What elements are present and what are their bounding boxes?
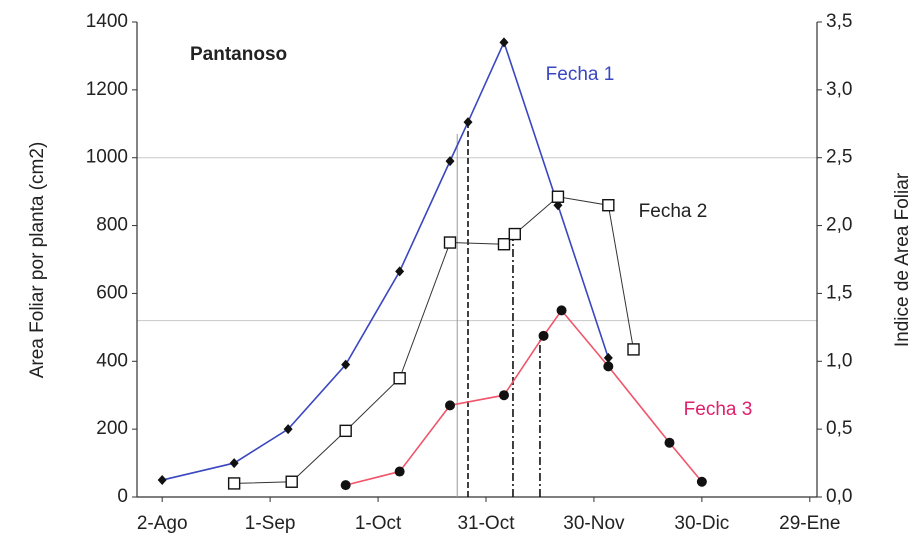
y-tick-label: 400 bbox=[96, 350, 128, 371]
point bbox=[556, 305, 567, 316]
point bbox=[445, 156, 455, 167]
legend-label: Fecha 2 bbox=[639, 201, 708, 222]
y-tick-label: 0 bbox=[117, 486, 128, 507]
y2-tick-label: 0,0 bbox=[826, 486, 852, 507]
y2-axis-label: Indice de Area Foliar bbox=[892, 172, 913, 347]
y2-tick-label: 2,0 bbox=[826, 215, 852, 236]
point bbox=[395, 266, 405, 277]
y2-tick-label: 0,5 bbox=[826, 418, 852, 439]
point bbox=[283, 424, 293, 435]
y2-tick-label: 3,5 bbox=[826, 11, 852, 32]
point bbox=[627, 343, 640, 356]
series-line bbox=[234, 196, 635, 484]
y2-tick-label: 1,5 bbox=[826, 282, 852, 303]
x-tick-label: 1-Sep bbox=[245, 513, 296, 534]
legend-label: Fecha 3 bbox=[684, 399, 753, 420]
point bbox=[339, 424, 352, 438]
point bbox=[498, 390, 509, 401]
point bbox=[443, 236, 457, 249]
point bbox=[538, 330, 549, 341]
x-tick-label: 1-Oct bbox=[355, 513, 402, 534]
point bbox=[603, 352, 613, 363]
x-tick-label: 30-Nov bbox=[563, 513, 625, 534]
y-tick-label: 800 bbox=[96, 215, 128, 236]
y-tick-label: 200 bbox=[96, 418, 128, 439]
x-tick-label: 31-Oct bbox=[457, 513, 515, 534]
series-line bbox=[162, 40, 610, 481]
point bbox=[393, 372, 406, 385]
point bbox=[157, 475, 167, 486]
y-tick-label: 1400 bbox=[86, 11, 128, 32]
point bbox=[394, 466, 405, 477]
point bbox=[445, 400, 456, 411]
y2-tick-label: 3,0 bbox=[826, 79, 852, 100]
y-axis-label: Area Foliar por planta (cm2) bbox=[27, 142, 48, 379]
point bbox=[602, 199, 615, 212]
point bbox=[229, 458, 239, 469]
point bbox=[499, 37, 509, 48]
point bbox=[497, 238, 511, 251]
point bbox=[227, 477, 241, 490]
annotation: Pantanoso bbox=[190, 44, 287, 65]
y2-tick-label: 1,0 bbox=[826, 350, 852, 371]
point bbox=[696, 476, 707, 487]
y-tick-label: 1000 bbox=[86, 147, 128, 168]
x-tick-label: 29-Ene bbox=[779, 513, 840, 534]
point bbox=[285, 475, 298, 488]
y-tick-label: 600 bbox=[96, 282, 128, 303]
point bbox=[551, 190, 565, 203]
y-tick-label: 1200 bbox=[86, 79, 128, 100]
point bbox=[463, 117, 473, 128]
point bbox=[508, 227, 521, 241]
legend-label: Fecha 1 bbox=[546, 64, 615, 85]
y2-tick-label: 2,5 bbox=[826, 147, 852, 168]
point bbox=[603, 361, 614, 372]
x-tick-label: 30-Dic bbox=[674, 513, 729, 534]
series-line bbox=[345, 309, 703, 486]
point bbox=[664, 437, 675, 448]
x-tick-label: 2-Ago bbox=[137, 513, 188, 534]
point bbox=[340, 480, 351, 491]
point bbox=[341, 359, 351, 370]
